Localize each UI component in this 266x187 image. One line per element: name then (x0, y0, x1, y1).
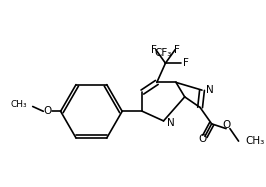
Text: CH₃: CH₃ (245, 136, 265, 146)
Text: O: O (222, 120, 230, 130)
Text: CH₃: CH₃ (10, 100, 27, 109)
Text: F: F (151, 45, 157, 55)
Text: O: O (198, 134, 206, 144)
Text: F: F (183, 58, 189, 68)
Text: O: O (43, 106, 51, 116)
Text: N: N (167, 118, 175, 128)
Text: F: F (174, 45, 180, 55)
Text: N: N (206, 85, 214, 95)
Text: CF₃: CF₃ (155, 48, 172, 58)
